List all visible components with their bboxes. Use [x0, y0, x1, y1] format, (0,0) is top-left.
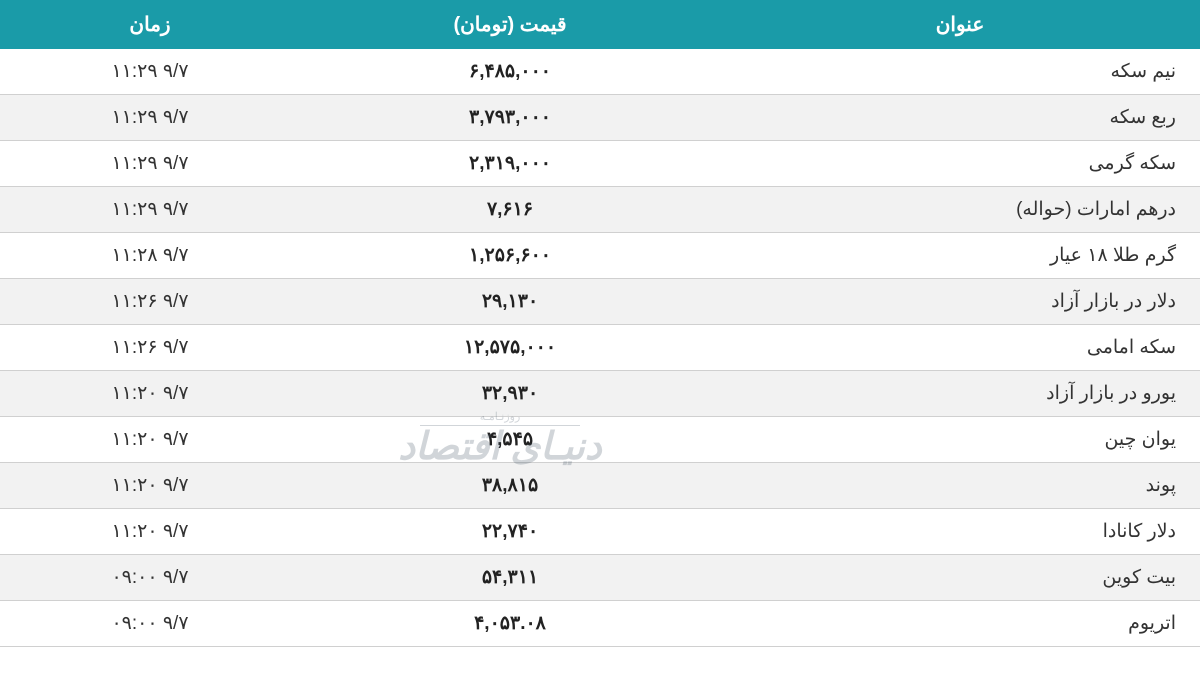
cell-title: اتریوم	[720, 601, 1200, 647]
col-header-price: قیمت (تومان)	[300, 0, 720, 49]
cell-time: ۱۱:۲۰ ۹/۷	[0, 509, 300, 555]
cell-price: ۲,۳۱۹,۰۰۰	[300, 141, 720, 187]
table-row: گرم طلا ۱۸ عیار۱,۲۵۶,۶۰۰۱۱:۲۸ ۹/۷	[0, 233, 1200, 279]
table-row: سکه گرمی۲,۳۱۹,۰۰۰۱۱:۲۹ ۹/۷	[0, 141, 1200, 187]
cell-price: ۷,۶۱۶	[300, 187, 720, 233]
cell-title: درهم امارات (حواله)	[720, 187, 1200, 233]
cell-title: دلار در بازار آزاد	[720, 279, 1200, 325]
table-row: یوان چین۴,۵۴۵۱۱:۲۰ ۹/۷	[0, 417, 1200, 463]
table-row: درهم امارات (حواله)۷,۶۱۶۱۱:۲۹ ۹/۷	[0, 187, 1200, 233]
cell-title: نیم سکه	[720, 49, 1200, 95]
price-table: عنوان قیمت (تومان) زمان نیم سکه۶,۴۸۵,۰۰۰…	[0, 0, 1200, 647]
cell-time: ۰۹:۰۰ ۹/۷	[0, 601, 300, 647]
cell-price: ۴,۵۴۵	[300, 417, 720, 463]
cell-time: ۰۹:۰۰ ۹/۷	[0, 555, 300, 601]
cell-time: ۱۱:۲۶ ۹/۷	[0, 279, 300, 325]
table-row: اتریوم۴,۰۵۳.۰۸۰۹:۰۰ ۹/۷	[0, 601, 1200, 647]
table-body: نیم سکه۶,۴۸۵,۰۰۰۱۱:۲۹ ۹/۷ربع سکه۳,۷۹۳,۰۰…	[0, 49, 1200, 647]
table-row: دلار کانادا۲۲,۷۴۰۱۱:۲۰ ۹/۷	[0, 509, 1200, 555]
cell-time: ۱۱:۲۰ ۹/۷	[0, 463, 300, 509]
cell-price: ۶,۴۸۵,۰۰۰	[300, 49, 720, 95]
cell-time: ۱۱:۲۰ ۹/۷	[0, 371, 300, 417]
cell-price: ۱,۲۵۶,۶۰۰	[300, 233, 720, 279]
cell-title: پوند	[720, 463, 1200, 509]
table-row: بیت کوین۵۴,۳۱۱۰۹:۰۰ ۹/۷	[0, 555, 1200, 601]
cell-time: ۱۱:۲۹ ۹/۷	[0, 141, 300, 187]
cell-title: گرم طلا ۱۸ عیار	[720, 233, 1200, 279]
cell-price: ۴,۰۵۳.۰۸	[300, 601, 720, 647]
cell-price: ۳,۷۹۳,۰۰۰	[300, 95, 720, 141]
col-header-title: عنوان	[720, 0, 1200, 49]
cell-price: ۲۹,۱۳۰	[300, 279, 720, 325]
cell-title: یورو در بازار آزاد	[720, 371, 1200, 417]
cell-time: ۱۱:۲۰ ۹/۷	[0, 417, 300, 463]
col-header-time: زمان	[0, 0, 300, 49]
cell-price: ۲۲,۷۴۰	[300, 509, 720, 555]
cell-time: ۱۱:۲۶ ۹/۷	[0, 325, 300, 371]
table-row: یورو در بازار آزاد۳۲,۹۳۰۱۱:۲۰ ۹/۷	[0, 371, 1200, 417]
cell-title: ربع سکه	[720, 95, 1200, 141]
table-row: دلار در بازار آزاد۲۹,۱۳۰۱۱:۲۶ ۹/۷	[0, 279, 1200, 325]
cell-price: ۵۴,۳۱۱	[300, 555, 720, 601]
table-header-row: عنوان قیمت (تومان) زمان	[0, 0, 1200, 49]
cell-time: ۱۱:۲۹ ۹/۷	[0, 95, 300, 141]
cell-price: ۳۲,۹۳۰	[300, 371, 720, 417]
cell-title: یوان چین	[720, 417, 1200, 463]
cell-title: دلار کانادا	[720, 509, 1200, 555]
cell-price: ۱۲,۵۷۵,۰۰۰	[300, 325, 720, 371]
cell-title: سکه گرمی	[720, 141, 1200, 187]
table-row: پوند۳۸,۸۱۵۱۱:۲۰ ۹/۷	[0, 463, 1200, 509]
cell-time: ۱۱:۲۸ ۹/۷	[0, 233, 300, 279]
cell-title: بیت کوین	[720, 555, 1200, 601]
cell-time: ۱۱:۲۹ ۹/۷	[0, 187, 300, 233]
cell-time: ۱۱:۲۹ ۹/۷	[0, 49, 300, 95]
cell-title: سکه امامی	[720, 325, 1200, 371]
table-row: ربع سکه۳,۷۹۳,۰۰۰۱۱:۲۹ ۹/۷	[0, 95, 1200, 141]
table-row: سکه امامی۱۲,۵۷۵,۰۰۰۱۱:۲۶ ۹/۷	[0, 325, 1200, 371]
table-row: نیم سکه۶,۴۸۵,۰۰۰۱۱:۲۹ ۹/۷	[0, 49, 1200, 95]
cell-price: ۳۸,۸۱۵	[300, 463, 720, 509]
